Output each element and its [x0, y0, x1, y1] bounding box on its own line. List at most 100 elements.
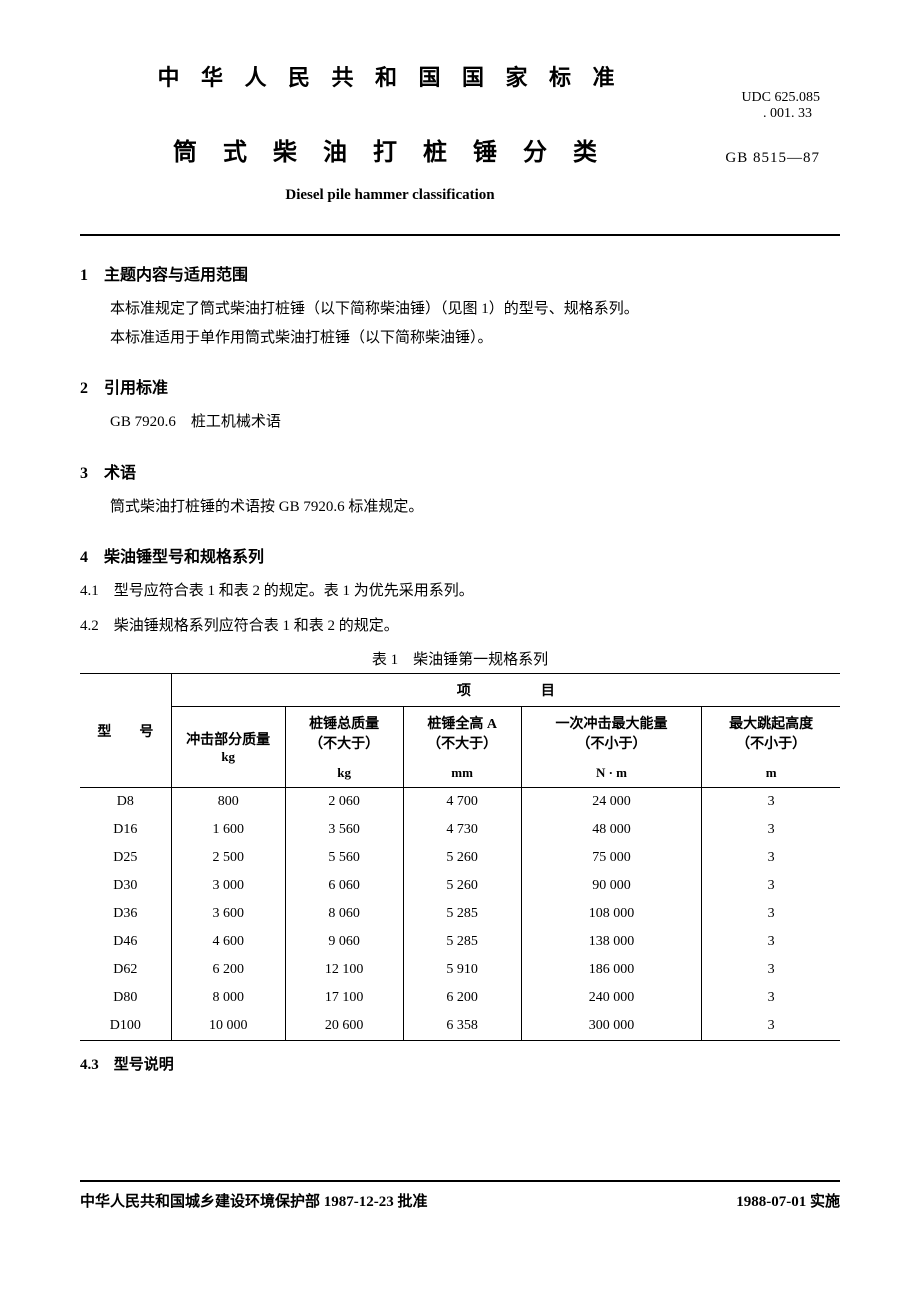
- col-energy-unit: N · m: [521, 759, 702, 788]
- col-height-unit: mm: [403, 759, 521, 788]
- col-header-mass: 冲击部分质量 kg: [171, 707, 285, 788]
- cell-height: 5 260: [403, 844, 521, 872]
- table-row: D464 6009 0605 285138 0003: [80, 928, 840, 956]
- cell-model: D8: [80, 788, 171, 817]
- document-header: 中 华 人 民 共 和 国 国 家 标 准 UDC 625.085 . 001.…: [80, 60, 840, 204]
- col-jump-l2: （不小于）: [736, 737, 806, 752]
- cell-mass: 4 600: [171, 928, 285, 956]
- cell-mass: 1 600: [171, 816, 285, 844]
- cell-mass: 3 600: [171, 900, 285, 928]
- spec-table-body: D88002 0604 70024 0003 D161 6003 5604 73…: [80, 788, 840, 1041]
- table-row: D10010 00020 6006 358300 0003: [80, 1012, 840, 1041]
- col-header-total: 桩锤总质量 （不大于）: [285, 707, 403, 760]
- country-standard-title: 中 华 人 民 共 和 国 国 家 标 准: [140, 60, 640, 92]
- col-jump-l1: 最大跳起高度: [729, 717, 813, 732]
- subsection-4-1: 4.1 型号应符合表 1 和表 2 的规定。表 1 为优先采用系列。: [80, 577, 840, 606]
- col-header-jump: 最大跳起高度 （不小于）: [702, 707, 840, 760]
- col-header-model: 型 号: [80, 674, 171, 788]
- spec-table-1: 型 号 项 目 冲击部分质量 kg 桩锤总质量 （不大于） 桩锤全高 A （不大…: [80, 673, 840, 1041]
- table-row: D363 6008 0605 285108 0003: [80, 900, 840, 928]
- cell-total: 3 560: [285, 816, 403, 844]
- col-height-l1: 桩锤全高 A: [427, 717, 497, 732]
- table-row: D808 00017 1006 200240 0003: [80, 984, 840, 1012]
- section-1-para-1: 本标准规定了筒式柴油打桩锤（以下简称柴油锤）（见图 1）的型号、规格系列。: [110, 295, 840, 324]
- section-3-para-1: 筒式柴油打桩锤的术语按 GB 7920.6 标准规定。: [110, 493, 840, 522]
- cell-total: 12 100: [285, 956, 403, 984]
- cell-model: D62: [80, 956, 171, 984]
- col-total-unit: kg: [285, 759, 403, 788]
- title-chinese: 筒 式 柴 油 打 桩 锤 分 类: [140, 132, 640, 167]
- gb-standard-code: GB 8515—87: [725, 150, 820, 167]
- cell-mass: 2 500: [171, 844, 285, 872]
- cell-model: D16: [80, 816, 171, 844]
- cell-total: 5 560: [285, 844, 403, 872]
- cell-energy: 186 000: [521, 956, 702, 984]
- col-jump-unit: m: [702, 759, 840, 788]
- section-4-heading: 4 柴油锤型号和规格系列: [80, 543, 840, 567]
- cell-height: 5 910: [403, 956, 521, 984]
- cell-energy: 90 000: [521, 872, 702, 900]
- cell-height: 5 260: [403, 872, 521, 900]
- subsection-4-3: 4.3 型号说明: [80, 1051, 840, 1080]
- cell-model: D46: [80, 928, 171, 956]
- section-1-heading: 1 主题内容与适用范围: [80, 261, 840, 285]
- cell-energy: 48 000: [521, 816, 702, 844]
- section-2-heading: 2 引用标准: [80, 374, 840, 398]
- col-total-l2: （不大于）: [309, 737, 379, 752]
- header-divider: [80, 234, 840, 236]
- cell-jump: 3: [702, 816, 840, 844]
- table-row: D252 5005 5605 26075 0003: [80, 844, 840, 872]
- cell-total: 6 060: [285, 872, 403, 900]
- title-english: Diesel pile hammer classification: [140, 187, 640, 204]
- col-energy-l2: （不小于）: [576, 737, 646, 752]
- col-header-energy: 一次冲击最大能量 （不小于）: [521, 707, 702, 760]
- cell-model: D80: [80, 984, 171, 1012]
- cell-mass: 8 000: [171, 984, 285, 1012]
- col-group-header: 项 目: [171, 674, 840, 707]
- table-row: D161 6003 5604 73048 0003: [80, 816, 840, 844]
- cell-total: 20 600: [285, 1012, 403, 1041]
- cell-height: 6 200: [403, 984, 521, 1012]
- table-row: D88002 0604 70024 0003: [80, 788, 840, 817]
- cell-jump: 3: [702, 956, 840, 984]
- col-mass-unit: kg: [221, 749, 235, 764]
- cell-mass: 800: [171, 788, 285, 817]
- subsection-4-2: 4.2 柴油锤规格系列应符合表 1 和表 2 的规定。: [80, 612, 840, 641]
- cell-total: 17 100: [285, 984, 403, 1012]
- cell-jump: 3: [702, 788, 840, 817]
- section-3-heading: 3 术语: [80, 459, 840, 483]
- cell-energy: 240 000: [521, 984, 702, 1012]
- cell-model: D100: [80, 1012, 171, 1041]
- cell-mass: 10 000: [171, 1012, 285, 1041]
- udc-line1: UDC 625.085: [741, 90, 820, 106]
- cell-model: D25: [80, 844, 171, 872]
- section-1-para-2: 本标准适用于单作用筒式柴油打桩锤（以下简称柴油锤）。: [110, 324, 840, 353]
- cell-mass: 6 200: [171, 956, 285, 984]
- cell-energy: 75 000: [521, 844, 702, 872]
- col-height-l2: （不大于）: [427, 737, 497, 752]
- cell-height: 5 285: [403, 928, 521, 956]
- cell-energy: 24 000: [521, 788, 702, 817]
- cell-model: D30: [80, 872, 171, 900]
- cell-jump: 3: [702, 900, 840, 928]
- table-row: D303 0006 0605 26090 0003: [80, 872, 840, 900]
- udc-code: UDC 625.085 . 001. 33: [741, 90, 820, 122]
- cell-jump: 3: [702, 872, 840, 900]
- cell-energy: 300 000: [521, 1012, 702, 1041]
- col-total-l1: 桩锤总质量: [309, 717, 379, 732]
- cell-height: 4 730: [403, 816, 521, 844]
- cell-total: 2 060: [285, 788, 403, 817]
- col-mass-label: 冲击部分质量: [186, 733, 270, 748]
- table-row: D626 20012 1005 910186 0003: [80, 956, 840, 984]
- cell-total: 9 060: [285, 928, 403, 956]
- cell-jump: 3: [702, 844, 840, 872]
- cell-mass: 3 000: [171, 872, 285, 900]
- footer-effective-date: 1988-07-01 实施: [736, 1190, 840, 1211]
- cell-jump: 3: [702, 1012, 840, 1041]
- cell-height: 4 700: [403, 788, 521, 817]
- footer-approval: 中华人民共和国城乡建设环境保护部 1987-12-23 批准: [80, 1190, 428, 1211]
- col-header-height: 桩锤全高 A （不大于）: [403, 707, 521, 760]
- cell-energy: 138 000: [521, 928, 702, 956]
- cell-jump: 3: [702, 928, 840, 956]
- table-1-caption: 表 1 柴油锤第一规格系列: [80, 648, 840, 669]
